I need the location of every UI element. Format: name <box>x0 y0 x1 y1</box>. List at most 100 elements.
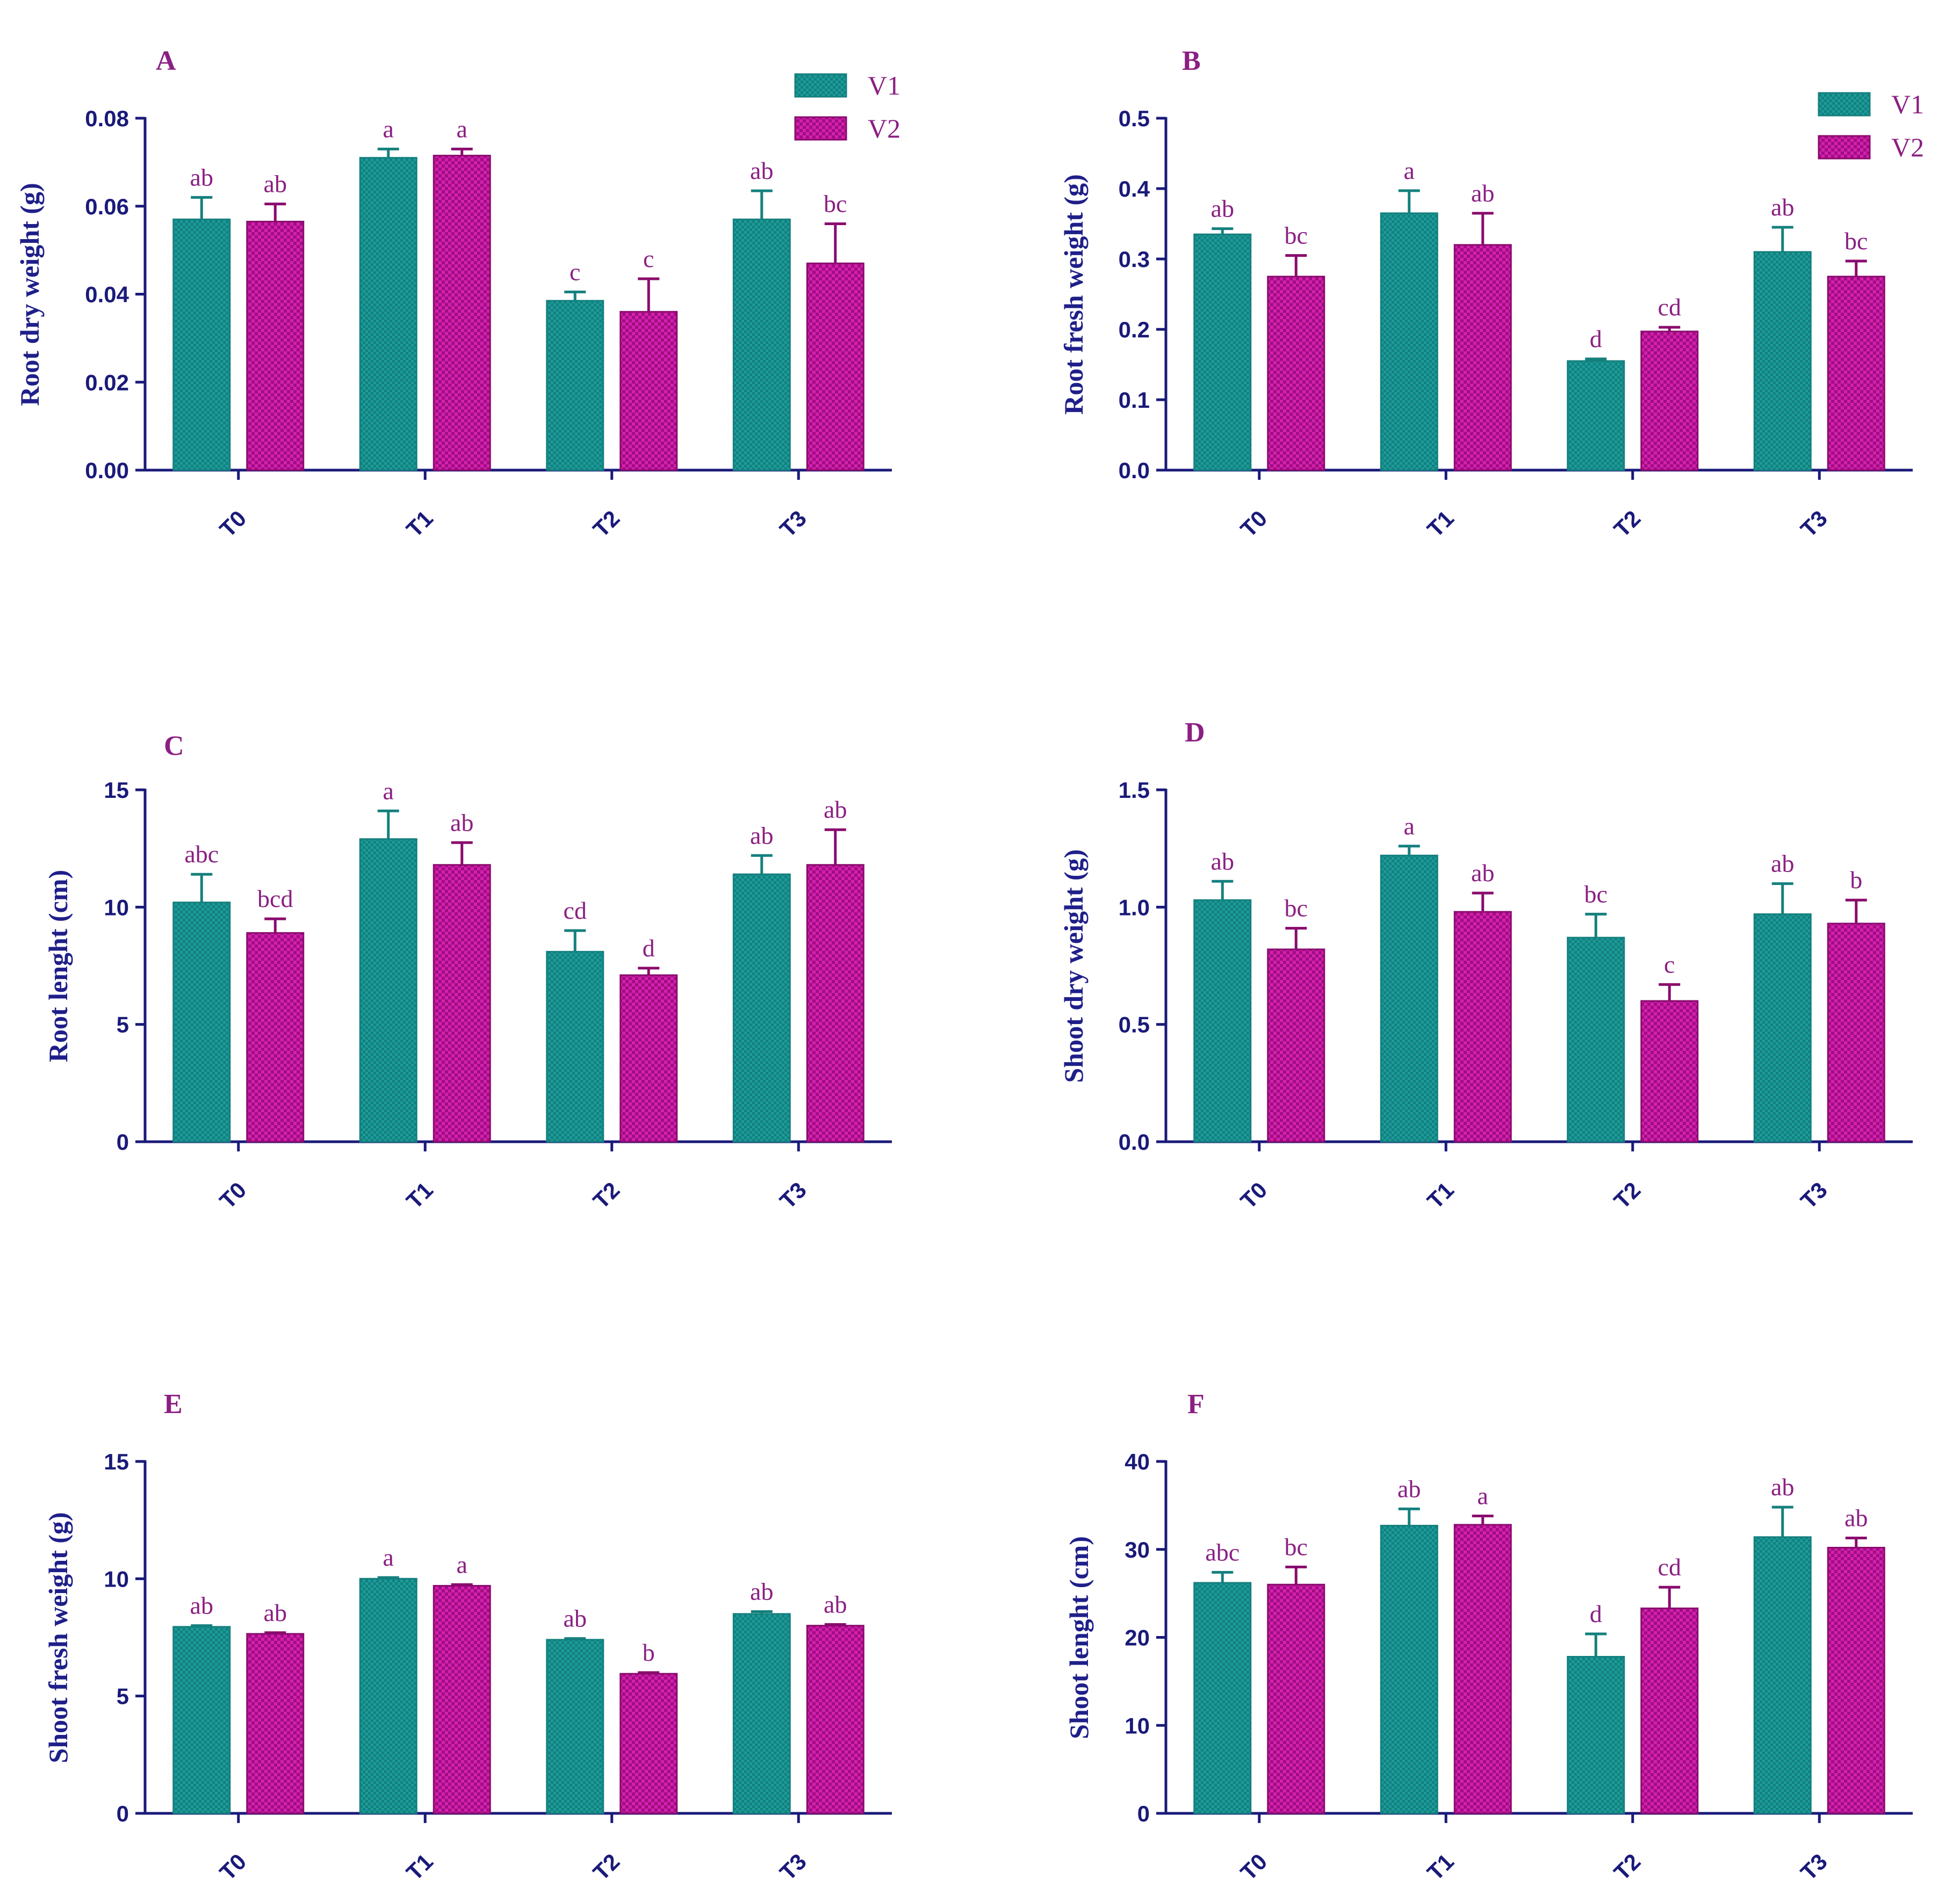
bar-v2-t0 <box>246 1633 305 1814</box>
y-axis-label: Root dry weight (g) <box>15 183 45 406</box>
significance-label: cd <box>1658 293 1681 321</box>
y-tick-label: 0 <box>117 1129 129 1155</box>
y-tick-label: 0.5 <box>1119 1012 1150 1038</box>
bar-v2-t0 <box>1267 276 1325 471</box>
bar-v1-t3 <box>732 218 791 471</box>
legend-label-v2: V2 <box>868 113 900 143</box>
y-axis-label: Shoot fresh weight (g) <box>43 1512 73 1763</box>
significance-label: ab <box>1471 179 1494 207</box>
significance-label: ab <box>824 796 847 823</box>
legend-label-v2: V2 <box>1891 132 1924 162</box>
x-tick-label: T1 <box>401 506 438 542</box>
significance-label: a <box>457 115 467 142</box>
significance-label: ab <box>824 1590 847 1618</box>
chart-panel-e: E Shoot fresh weight (g) 0 5 10 15 T0 ab ab T1 a a T… <box>43 1389 892 1885</box>
chart-panel-c: C Root lenght (cm) 0 5 10 15 T0 abc bcd T1 a ab T2 cd… <box>43 731 892 1214</box>
x-tick-label: T3 <box>775 1177 811 1214</box>
bar-v1-t0 <box>1193 1582 1252 1814</box>
x-tick-label: T2 <box>1609 506 1646 542</box>
bar-v1-t1 <box>1380 854 1438 1143</box>
significance-label: d <box>1590 325 1602 352</box>
bar-v1-t1 <box>359 1577 417 1814</box>
bar-v2-t3 <box>806 1625 864 1814</box>
significance-label: bc <box>1584 880 1608 907</box>
bar-v1-t2 <box>1567 1656 1625 1814</box>
y-tick-label: 0.00 <box>85 458 129 483</box>
significance-label: bc <box>1844 227 1868 255</box>
bar-v2-t3 <box>1827 276 1885 471</box>
bar-v1-t1 <box>359 157 417 471</box>
bar-v2-t0 <box>246 932 305 1143</box>
bar-v1-t2 <box>1567 936 1625 1143</box>
significance-label: ab <box>564 1605 587 1632</box>
x-tick-label: T0 <box>215 1177 251 1214</box>
y-tick-label: 10 <box>1125 1713 1150 1738</box>
x-tick-label: T1 <box>1422 1849 1459 1885</box>
significance-label: a <box>1404 812 1415 840</box>
bar-v1-t2 <box>546 950 604 1143</box>
x-tick-label: T1 <box>401 1177 438 1214</box>
x-tick-label: T0 <box>1236 1177 1272 1214</box>
y-tick-label: 5 <box>117 1012 129 1038</box>
y-tick-label: 0.02 <box>85 370 129 395</box>
legend-swatch-v1 <box>794 73 847 98</box>
significance-label: ab <box>190 1592 213 1619</box>
significance-label: ab <box>1471 859 1494 887</box>
significance-label: a <box>383 1544 394 1571</box>
y-tick-label: 5 <box>117 1684 129 1709</box>
significance-label: ab <box>1771 1473 1794 1501</box>
significance-label: ab <box>1844 1504 1868 1531</box>
y-axis-label: Root fresh weight (g) <box>1058 174 1089 415</box>
x-tick-label: T0 <box>215 506 251 542</box>
bar-v2-t3 <box>1827 923 1885 1143</box>
x-tick-label: T1 <box>1422 1177 1459 1214</box>
significance-label: abc <box>1205 1538 1240 1566</box>
bar-v2-t1 <box>433 155 491 471</box>
significance-label: a <box>383 115 394 142</box>
bar-v2-t3 <box>1827 1546 1885 1814</box>
bar-v1-t0 <box>172 218 231 471</box>
significance-label: a <box>383 777 394 804</box>
bar-v2-t2 <box>619 974 678 1143</box>
x-tick-label: T3 <box>775 1849 811 1885</box>
significance-label: bc <box>1285 1533 1308 1561</box>
y-tick-label: 0.04 <box>85 282 129 307</box>
significance-label: bcd <box>257 885 293 912</box>
bar-v2-t0 <box>1267 948 1325 1143</box>
significance-label: ab <box>1397 1475 1421 1502</box>
y-tick-label: 15 <box>104 777 129 803</box>
x-tick-label: T3 <box>1796 1177 1832 1214</box>
significance-label: ab <box>750 822 773 849</box>
x-tick-label: T2 <box>588 1849 625 1885</box>
bar-v2-t0 <box>246 220 305 471</box>
bar-v1-t2 <box>546 1639 604 1814</box>
bar-v2-t2 <box>1640 1000 1699 1143</box>
legend-label-v1: V1 <box>868 70 900 100</box>
panel-letter: C <box>164 731 184 761</box>
y-tick-label: 10 <box>104 1566 129 1591</box>
significance-label: cd <box>564 897 587 924</box>
y-tick-label: 0.0 <box>1119 1129 1150 1155</box>
y-tick-label: 0.08 <box>85 106 129 131</box>
bar-v2-t2 <box>619 1673 678 1814</box>
significance-label: ab <box>750 157 773 184</box>
y-tick-label: 0.0 <box>1119 458 1150 483</box>
significance-label: c <box>570 258 580 285</box>
significance-label: ab <box>1211 195 1234 222</box>
bar-v1-t1 <box>1380 1525 1438 1814</box>
x-tick-label: T2 <box>1609 1849 1646 1885</box>
bar-v1-t3 <box>1753 251 1812 471</box>
y-tick-label: 0.3 <box>1119 247 1150 272</box>
bar-v1-t3 <box>1753 913 1812 1143</box>
legend-swatch-v2 <box>1818 135 1871 160</box>
bar-v2-t2 <box>1640 1607 1699 1814</box>
x-tick-label: T0 <box>215 1849 251 1885</box>
significance-label: ab <box>1771 850 1794 877</box>
x-tick-label: T2 <box>1609 1177 1646 1214</box>
bar-v1-t0 <box>172 1626 231 1814</box>
bar-v1-t0 <box>1193 233 1252 471</box>
significance-label: ab <box>190 163 213 191</box>
significance-label: a <box>1404 157 1415 184</box>
bar-v2-t1 <box>1453 1524 1512 1814</box>
